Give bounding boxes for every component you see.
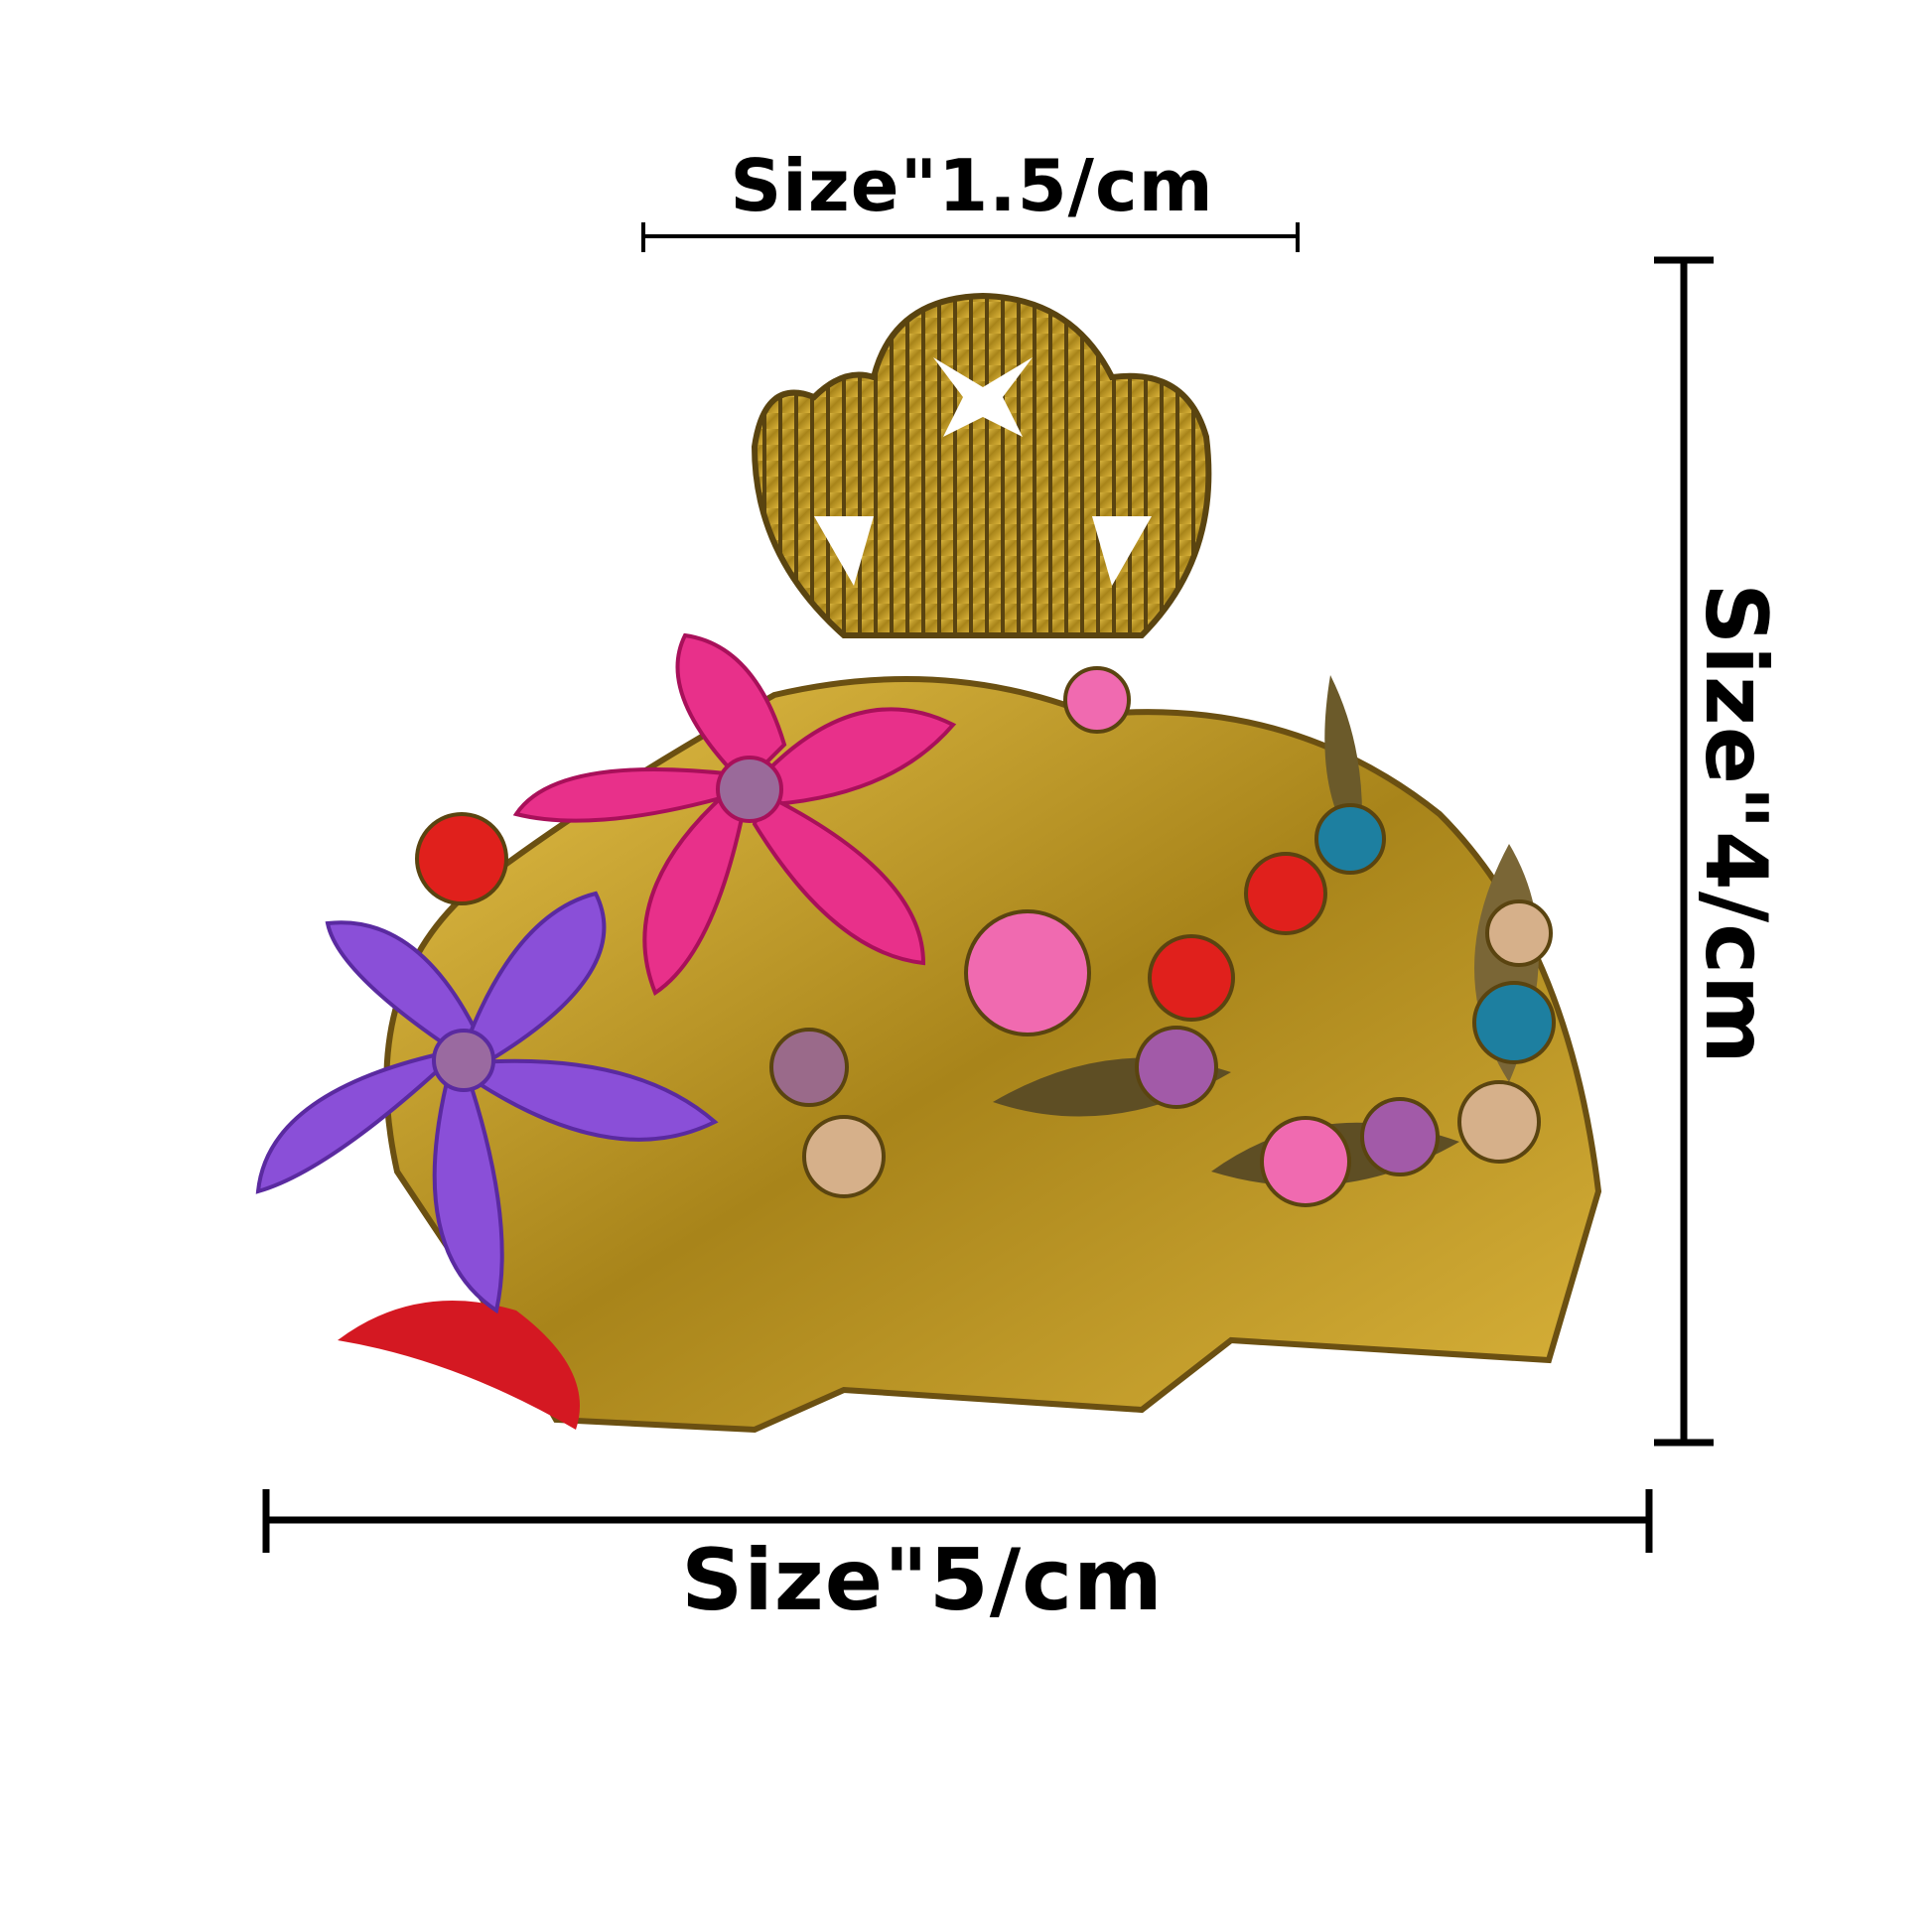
bottom-dimension-line <box>262 1489 1653 1553</box>
purple-flower <box>255 891 719 1314</box>
side-dimension-line <box>1654 256 1714 1447</box>
top-dimension-line <box>641 222 1300 252</box>
hair-claw-clip <box>255 292 1602 1434</box>
pink-flower <box>512 632 957 997</box>
width-bottom-label: Size"5/cm <box>681 1531 1164 1630</box>
width-top-label: Size"1.5/cm <box>730 144 1214 227</box>
clip-crown <box>751 292 1212 638</box>
rhinestones <box>415 666 1556 1207</box>
height-label: Size"4/cm <box>1686 583 1785 1065</box>
